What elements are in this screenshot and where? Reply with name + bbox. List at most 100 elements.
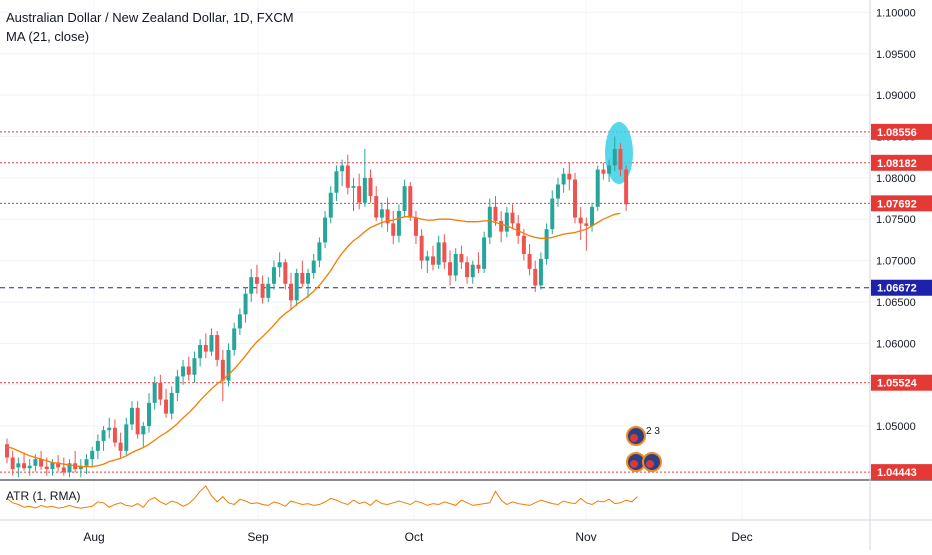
candle-body	[283, 262, 288, 284]
y-tick-label: 1.09500	[876, 49, 916, 61]
candle-body	[10, 457, 15, 470]
candle-body	[340, 165, 345, 172]
candle-body	[584, 223, 589, 226]
candle-body	[527, 253, 532, 269]
candle-body	[510, 212, 515, 224]
candle-body	[220, 359, 225, 381]
event-icon-flag	[646, 460, 654, 468]
candle-body	[260, 283, 265, 298]
candle-body	[129, 407, 134, 425]
ma-line	[6, 212, 621, 468]
price-tag	[871, 123, 932, 140]
candle-body	[419, 235, 424, 261]
candle-body	[476, 264, 481, 269]
candle-body	[601, 169, 606, 174]
price-tag	[871, 464, 932, 480]
candle-body	[624, 169, 629, 205]
candle-body	[27, 465, 32, 469]
candle-body	[323, 217, 328, 243]
event-icons[interactable]: 2 32	[626, 426, 662, 472]
candle-body	[465, 262, 470, 278]
price-tag-label: 1.08556	[877, 127, 917, 139]
candle-body	[158, 383, 163, 400]
candle-body	[56, 462, 61, 468]
candle-body	[67, 463, 72, 473]
y-tick-label: 1.06500	[876, 297, 916, 309]
candle-body	[95, 440, 100, 451]
candle-body	[357, 186, 362, 203]
price-tag-label: 1.07692	[877, 198, 917, 210]
candle-body	[5, 444, 9, 458]
x-tick-label: Aug	[83, 530, 104, 544]
candle-body	[226, 349, 231, 381]
atr-legend[interactable]: ATR (1, RMA)	[6, 489, 81, 503]
candle-body	[135, 407, 140, 435]
candle-body	[141, 426, 146, 435]
x-tick-label: Oct	[405, 530, 424, 544]
candle-body	[164, 399, 169, 414]
candle-body	[385, 209, 390, 224]
y-tick-label: 1.05000	[876, 421, 916, 433]
candle-body	[425, 256, 430, 261]
price-tag-label: 1.05524	[877, 378, 918, 390]
candle-body	[289, 283, 293, 301]
candle-body	[147, 402, 151, 427]
candle-body	[181, 366, 186, 377]
candle-body	[39, 459, 44, 467]
candle-body	[124, 424, 129, 451]
event-icon-count: 2 3	[646, 426, 660, 437]
x-tick-label: Dec	[731, 530, 752, 544]
price-tag-label: 1.06672	[877, 283, 917, 295]
candle-body	[555, 184, 560, 199]
candle-body	[442, 242, 447, 263]
candle-body	[408, 186, 413, 218]
candle-body	[453, 253, 458, 276]
candle-body	[561, 173, 566, 185]
candle-body	[521, 235, 526, 254]
candle-body	[215, 335, 220, 360]
price-tag	[871, 374, 932, 391]
candle-body	[317, 242, 322, 261]
candle-body	[493, 206, 498, 221]
candle-body	[118, 442, 123, 451]
candle-body	[595, 169, 600, 207]
candle-body	[306, 273, 311, 284]
candle-body	[78, 465, 83, 470]
event-icon-flag	[630, 434, 638, 442]
candle-body	[402, 186, 407, 211]
candle-body	[254, 277, 259, 284]
candle-body	[533, 268, 538, 286]
price-tag	[871, 154, 932, 171]
candle-body	[249, 277, 254, 294]
candle-body	[22, 463, 27, 469]
candle-body	[169, 392, 174, 414]
candle-body	[152, 383, 157, 403]
candle-body	[573, 179, 577, 218]
candle-body	[33, 459, 38, 466]
candle-body	[607, 165, 612, 174]
candle-body	[311, 260, 316, 274]
candle-body	[351, 186, 356, 188]
y-tick-label: 1.09000	[876, 90, 916, 102]
candle-body	[612, 148, 617, 166]
candle-body	[203, 344, 208, 352]
y-tick-label: 1.10000	[876, 7, 916, 19]
candle-body	[391, 223, 396, 236]
candle-body	[243, 293, 248, 315]
candle-body	[618, 148, 623, 170]
candle-body	[431, 256, 435, 265]
price-tag-label: 1.08182	[877, 158, 917, 170]
candle-body	[237, 314, 242, 329]
candle-body	[578, 217, 583, 224]
candle-body	[107, 427, 112, 431]
ma-legend[interactable]: MA (21, close)	[6, 29, 90, 44]
y-tick-label: 1.07500	[876, 214, 916, 226]
candle-body	[192, 358, 197, 375]
price-tags: 1.08556 1.08182 1.07692 1.06672 1.05524 1.044…	[871, 123, 932, 480]
atr-pane	[0, 479, 932, 509]
candle-body	[516, 223, 521, 236]
price-tag	[871, 195, 932, 212]
candle-body	[436, 242, 441, 265]
chart-title[interactable]: Australian Dollar / New Zealand Dollar, …	[6, 10, 294, 25]
